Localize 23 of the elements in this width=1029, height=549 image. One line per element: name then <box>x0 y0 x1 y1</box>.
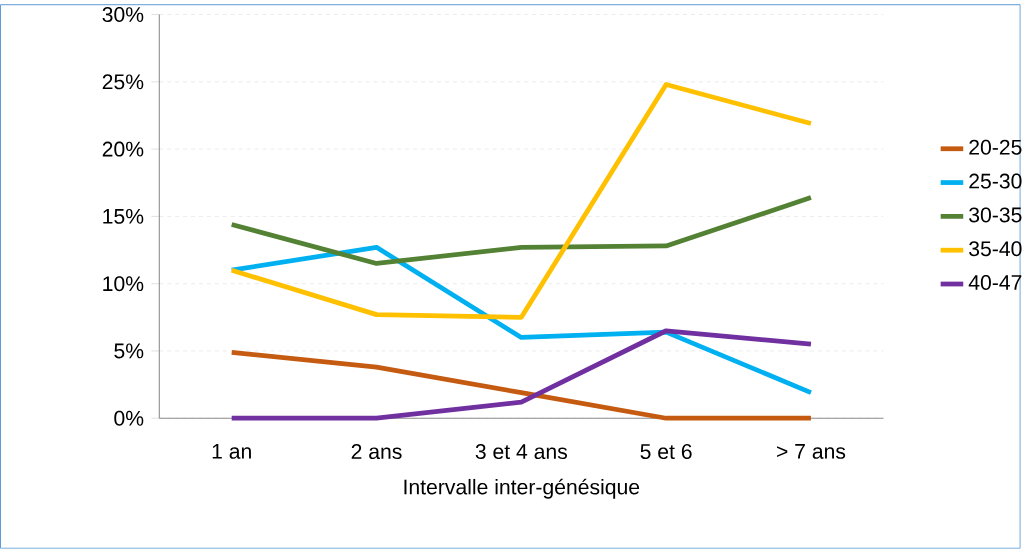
line-series <box>229 328 814 421</box>
x-tick-label: 3 et 4 ans <box>475 444 568 460</box>
y-tick-label: 30% <box>102 7 144 23</box>
y-tick-label: 0% <box>114 410 144 426</box>
line-series <box>229 350 814 421</box>
x-tick-label: 5 et 6 <box>640 444 692 460</box>
legend-label: 40-47 <box>968 275 1022 291</box>
x-tick-label: > 7 ans <box>776 444 846 459</box>
y-tick-label: 15% <box>103 209 144 224</box>
legend-label: 20-25 <box>969 139 1022 155</box>
line-series <box>229 245 814 396</box>
line-series <box>229 195 814 266</box>
x-tick-label: 2 ans <box>351 444 402 460</box>
y-tick-label: 20% <box>102 141 144 157</box>
x-tick-label: 1 an <box>212 444 251 459</box>
x-axis-title: Intervalle inter-génésique <box>404 478 640 499</box>
legend-label: 25-30 <box>969 173 1022 189</box>
line-series <box>229 82 814 320</box>
y-tick-label: 10% <box>103 276 144 292</box>
legend-label: 30-35 <box>969 207 1022 223</box>
y-tick-label: 25% <box>102 74 144 90</box>
legend-label: 35-40 <box>969 241 1022 257</box>
y-tick-label: 5% <box>114 343 144 359</box>
